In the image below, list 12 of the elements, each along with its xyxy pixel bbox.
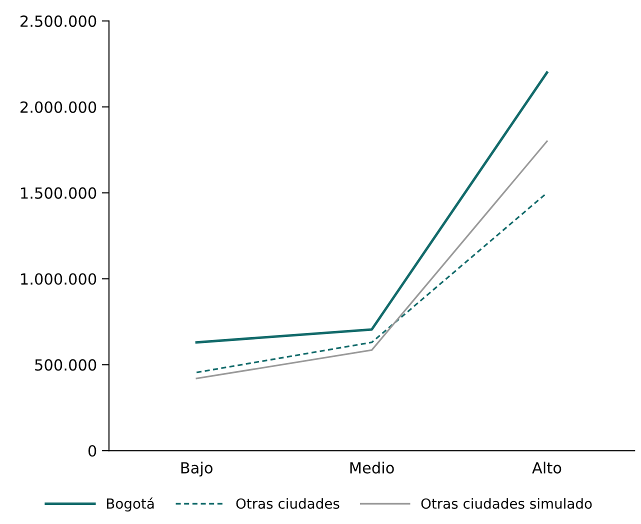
legend-label: Bogotá <box>107 498 154 512</box>
y-tick-label: 0 <box>88 445 96 457</box>
x-tick-label: Bajo <box>181 462 212 477</box>
y-tick-label: 1.500.000 <box>21 187 96 199</box>
legend-label: Otras ciudades <box>236 498 340 509</box>
y-tick-label: 2.000.000 <box>20 101 96 113</box>
y-tick-label: 2.500.000 <box>20 15 96 27</box>
x-tick-label: Medio <box>350 462 394 474</box>
y-tick-label: 500.000 <box>35 359 96 371</box>
x-tick-label: Alto <box>532 462 562 474</box>
y-tick-label: 1.000.000 <box>21 273 96 285</box>
legend-label: Otras ciudades simulado <box>421 498 592 509</box>
